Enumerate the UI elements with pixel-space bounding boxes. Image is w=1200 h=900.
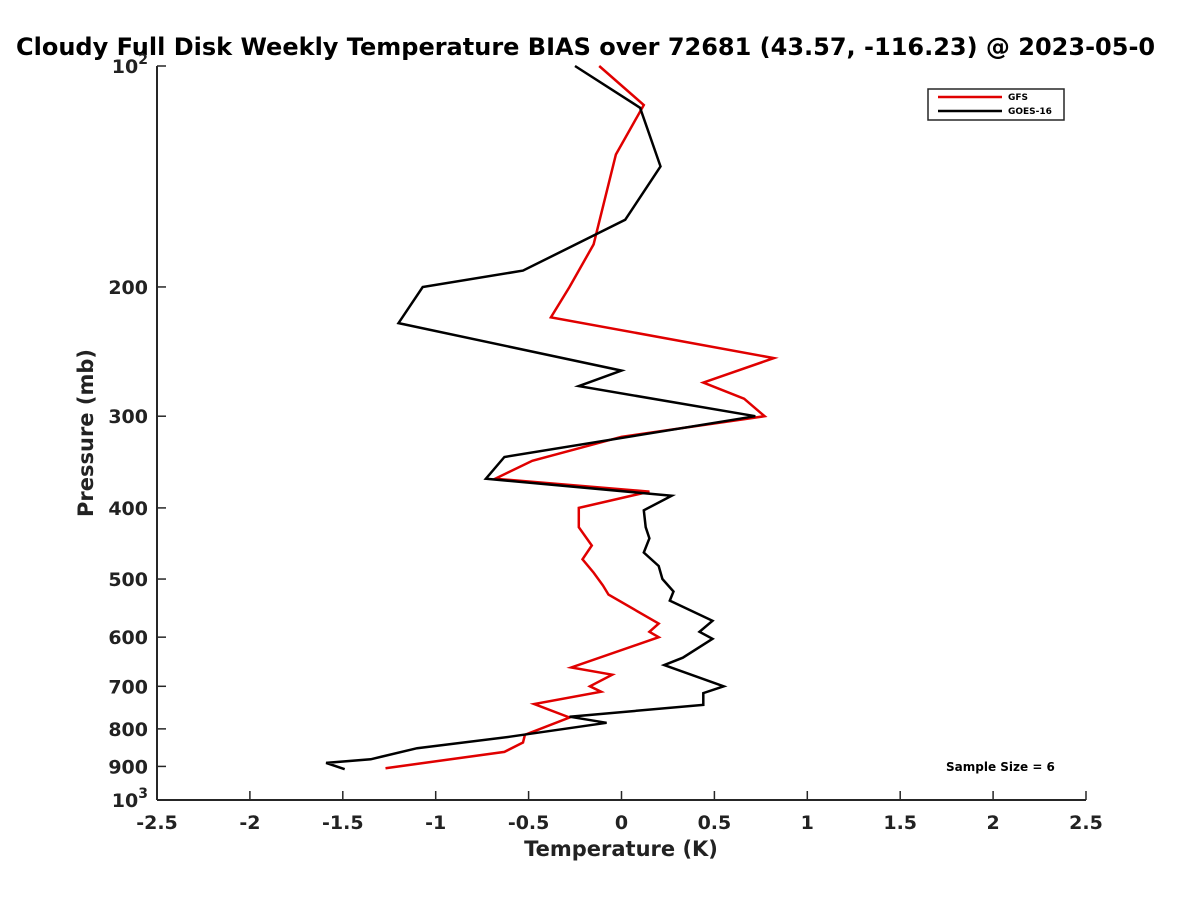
y-tick-label: 200 [108, 277, 148, 299]
series-line-goes16 [325, 64, 756, 771]
x-tick-label: 1.5 [883, 812, 917, 834]
legend-label-goes16: GOES-16 [1008, 107, 1052, 117]
series-line-gfs [385, 65, 779, 770]
x-tick-label: 2.5 [1069, 812, 1103, 834]
y-tick-label: 900 [108, 756, 148, 778]
axes-layer [156, 66, 1086, 801]
x-tick-label: -2.5 [136, 812, 178, 834]
y-tick-label: 700 [108, 676, 148, 698]
x-tick-label: 2 [986, 812, 999, 834]
series-layer [325, 64, 779, 771]
y-tick-label: 102 [112, 52, 148, 78]
x-tick-label: -1 [425, 812, 446, 834]
x-tick-label: -0.5 [508, 812, 550, 834]
y-tick-label: 400 [108, 498, 148, 520]
x-tick-label: -2 [239, 812, 260, 834]
chart-title: Cloudy Full Disk Weekly Temperature BIAS… [16, 33, 1155, 61]
y-tick-label: 600 [108, 627, 148, 649]
y-axis-label: Pressure (mb) [74, 349, 98, 517]
legend: GFS GOES-16 [927, 88, 1065, 121]
y-tick-label: 800 [108, 719, 148, 741]
sample-size-annotation: Sample Size = 6 [946, 760, 1055, 774]
y-ticks: 102 200 300 400 500 600 700 800 900 103 [108, 52, 166, 812]
x-ticks: -2.5 -2 -1.5 -1 -0.5 0 0.5 1 1.5 2 2.5 [136, 791, 1103, 834]
legend-box [927, 88, 1065, 121]
x-tick-label: 1 [801, 812, 814, 834]
x-tick-label: 0 [615, 812, 628, 834]
y-tick-label: 103 [112, 786, 148, 812]
legend-label-gfs: GFS [1008, 93, 1028, 103]
x-tick-label: -1.5 [322, 812, 364, 834]
x-tick-label: 0.5 [698, 812, 732, 834]
y-tick-label: 500 [108, 569, 148, 591]
x-axis-label: Temperature (K) [524, 837, 718, 861]
y-tick-label: 300 [108, 406, 148, 428]
